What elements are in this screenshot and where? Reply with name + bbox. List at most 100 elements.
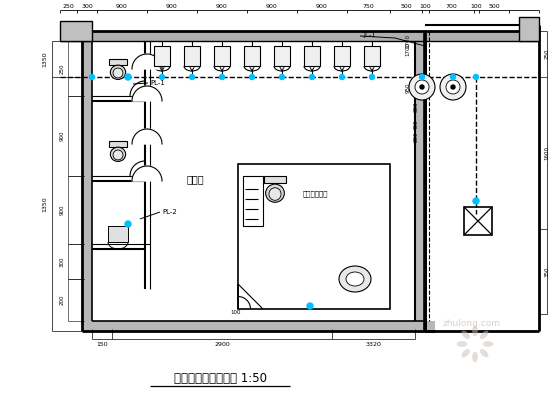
Text: zhulong.com: zhulong.com <box>443 319 501 328</box>
Circle shape <box>415 80 429 94</box>
Bar <box>274 46 290 66</box>
Bar <box>243 176 263 226</box>
Ellipse shape <box>110 65 125 79</box>
Bar <box>154 46 170 66</box>
Bar <box>464 207 492 235</box>
Circle shape <box>189 74 194 79</box>
Circle shape <box>307 303 313 309</box>
Text: 250: 250 <box>544 49 549 59</box>
Circle shape <box>474 74 478 79</box>
Circle shape <box>451 85 455 89</box>
Bar <box>109 59 127 65</box>
Text: 350: 350 <box>544 266 549 277</box>
Circle shape <box>419 74 424 79</box>
Text: 750: 750 <box>363 4 375 9</box>
Bar <box>82 321 435 331</box>
Circle shape <box>310 74 315 79</box>
Ellipse shape <box>462 331 470 339</box>
Text: 500: 500 <box>488 4 500 9</box>
Circle shape <box>409 74 435 100</box>
Bar <box>415 41 425 331</box>
Text: JL-1: JL-1 <box>363 32 376 38</box>
Polygon shape <box>132 86 162 101</box>
Ellipse shape <box>113 68 123 78</box>
Text: 700: 700 <box>446 4 458 9</box>
Text: 卫生间: 卫生间 <box>186 174 204 184</box>
Circle shape <box>220 74 225 79</box>
Ellipse shape <box>339 266 371 292</box>
Bar <box>304 46 320 66</box>
Circle shape <box>370 74 375 79</box>
Circle shape <box>339 74 344 79</box>
Circle shape <box>250 74 254 79</box>
Bar <box>264 176 286 183</box>
Circle shape <box>125 221 131 227</box>
Bar <box>82 31 92 331</box>
Text: 100: 100 <box>471 4 482 9</box>
Text: 900: 900 <box>166 4 178 9</box>
Ellipse shape <box>483 342 493 346</box>
Text: PL-2: PL-2 <box>162 209 178 215</box>
Circle shape <box>420 85 424 89</box>
Ellipse shape <box>113 150 123 160</box>
Text: 3320: 3320 <box>366 342 381 348</box>
Ellipse shape <box>457 342 467 346</box>
Text: 1350: 1350 <box>43 196 48 212</box>
Text: 950: 950 <box>405 83 410 93</box>
Text: 800: 800 <box>413 102 418 112</box>
Text: 无障碍卫生间: 无障碍卫生间 <box>302 191 328 197</box>
Text: 900: 900 <box>266 4 278 9</box>
Text: 250: 250 <box>59 63 64 74</box>
Text: 900: 900 <box>59 131 64 141</box>
Ellipse shape <box>110 147 125 162</box>
Text: 100: 100 <box>231 310 241 315</box>
Text: 500: 500 <box>400 4 412 9</box>
Bar <box>238 164 390 309</box>
Ellipse shape <box>462 349 470 357</box>
Bar <box>244 46 260 66</box>
Ellipse shape <box>269 188 281 200</box>
Ellipse shape <box>473 326 478 336</box>
Circle shape <box>473 198 479 204</box>
Bar <box>334 46 350 66</box>
Circle shape <box>446 80 460 94</box>
Text: 900: 900 <box>216 4 228 9</box>
Bar <box>519 17 539 41</box>
Ellipse shape <box>346 272 364 286</box>
Text: 300: 300 <box>59 256 64 267</box>
Polygon shape <box>132 54 162 69</box>
Bar <box>184 46 200 66</box>
Polygon shape <box>132 129 162 144</box>
Text: 900: 900 <box>59 205 64 215</box>
Ellipse shape <box>265 184 284 202</box>
Text: 900: 900 <box>316 4 328 9</box>
Text: 400: 400 <box>413 120 418 130</box>
Text: 1700: 1700 <box>405 34 410 49</box>
Ellipse shape <box>480 331 488 339</box>
Circle shape <box>440 74 466 100</box>
Circle shape <box>90 74 95 79</box>
Bar <box>214 46 230 66</box>
Text: 2900: 2900 <box>214 342 230 348</box>
Circle shape <box>160 74 165 79</box>
Text: 1700: 1700 <box>405 42 410 56</box>
Ellipse shape <box>473 352 478 362</box>
Text: 200: 200 <box>59 295 64 305</box>
Bar <box>60 21 92 41</box>
Circle shape <box>279 74 284 79</box>
Circle shape <box>125 74 131 80</box>
Bar <box>109 141 127 146</box>
Text: 300: 300 <box>81 4 93 9</box>
Circle shape <box>450 74 455 79</box>
Text: 100: 100 <box>419 4 431 9</box>
Text: PL-1: PL-1 <box>151 80 165 86</box>
Bar <box>364 46 380 66</box>
Text: 卫生间给排水大样图 1:50: 卫生间给排水大样图 1:50 <box>174 373 267 386</box>
Bar <box>60 31 539 41</box>
Text: 200: 200 <box>413 132 418 142</box>
Polygon shape <box>132 166 162 181</box>
Ellipse shape <box>480 349 488 357</box>
Text: 1350: 1350 <box>43 51 48 67</box>
Bar <box>108 226 128 242</box>
Text: 150: 150 <box>96 342 108 348</box>
